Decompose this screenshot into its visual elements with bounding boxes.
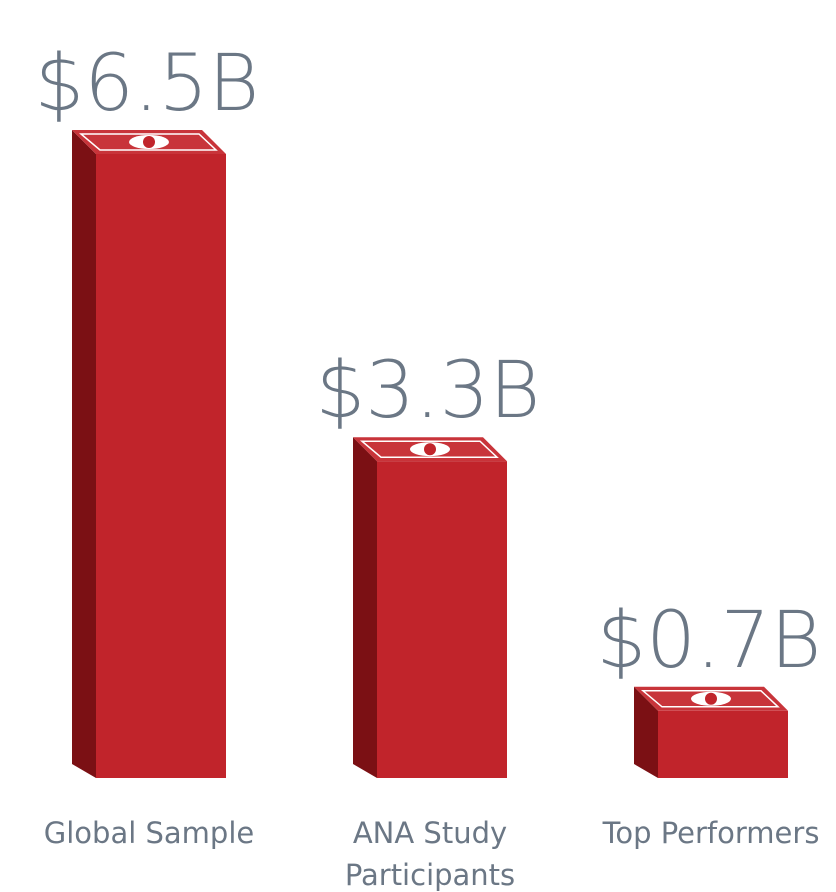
bar-side [634,686,658,778]
bill-coin [143,136,155,148]
money-stack [634,686,788,778]
category-label: ANA Study Participants [344,816,516,892]
bar-side [353,437,377,778]
bill-coin [705,692,717,705]
bill-border [359,440,499,458]
value-label: $0.7B [597,596,822,686]
bill-border [78,133,218,151]
bar-side [72,130,96,778]
bar [377,461,507,778]
bar [658,710,788,778]
value-label: $3.3B [316,346,541,436]
money-stack [72,130,226,778]
category-label: Global Sample [43,816,255,850]
bill-border [640,690,780,708]
value-label: $6.5B [35,39,260,129]
category-label: Top Performers [602,816,820,850]
bill-coin [424,443,436,456]
bar [96,154,226,778]
money-stack [353,437,507,778]
